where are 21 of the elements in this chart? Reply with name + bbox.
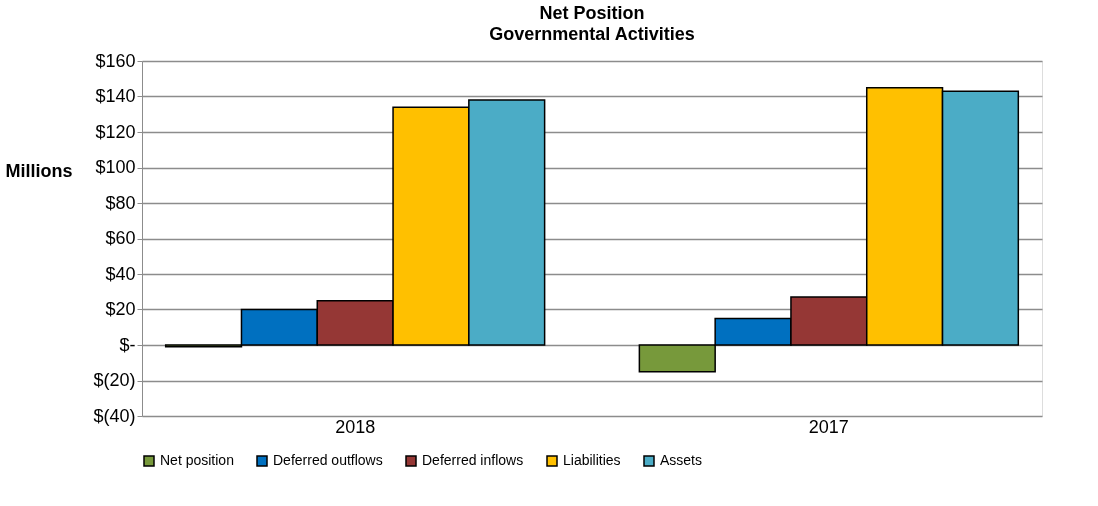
y-tick-label: $(20): [93, 370, 136, 390]
x-tick-label: 2017: [808, 416, 849, 437]
y-axis-title: Millions: [5, 160, 73, 181]
y-tick-label: $40: [105, 263, 136, 284]
y-tick-label: $(40): [93, 405, 136, 426]
y-tick-label: $120: [95, 121, 136, 142]
legend-label: Deferred inflows: [422, 452, 524, 468]
y-tick-label: $-: [119, 334, 136, 355]
chart-subtitle: Governmental Activities: [489, 24, 695, 44]
y-tick-label: $80: [105, 192, 136, 213]
y-tick-label: $20: [105, 299, 136, 319]
y-tick-label: $140: [95, 86, 136, 106]
legend-label: Deferred outflows: [273, 452, 383, 468]
x-tick-label: 2018: [335, 416, 376, 437]
y-tick-label: $100: [95, 157, 136, 177]
y-tick-label: $60: [105, 228, 136, 248]
legend-label: Liabilities: [563, 452, 621, 468]
legend-label: Net position: [160, 452, 234, 468]
chart-title: Net Position: [539, 3, 645, 23]
y-tick-label: $160: [95, 50, 136, 71]
legend-label: Assets: [660, 452, 703, 468]
